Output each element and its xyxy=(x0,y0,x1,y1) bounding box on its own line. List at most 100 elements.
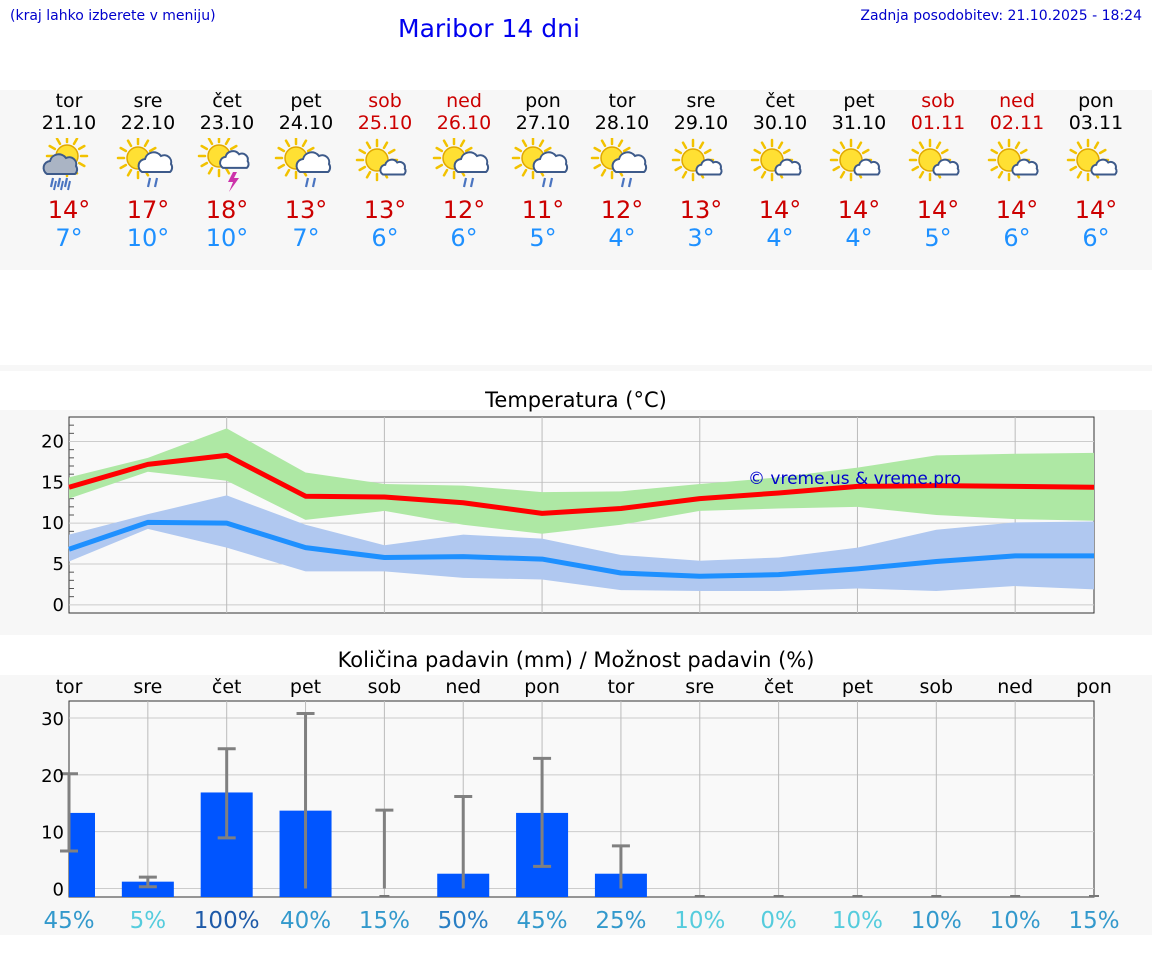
day-name: pon xyxy=(525,90,561,112)
x-tick-label: pet xyxy=(842,676,873,698)
min-temp-band xyxy=(69,495,1094,591)
precip-probability: 10% xyxy=(911,908,962,934)
day-date: 23.10 xyxy=(199,112,255,134)
high-temp: 14° xyxy=(837,196,881,224)
y-tick-label: 20 xyxy=(41,432,64,453)
low-temp: 10° xyxy=(205,224,249,252)
high-temp: 12° xyxy=(442,196,486,224)
day-date: 30.10 xyxy=(752,112,808,134)
high-temp: 14° xyxy=(47,196,91,224)
forecast-band xyxy=(0,90,1152,270)
day-name: tor xyxy=(608,90,636,112)
precipitation-chart-title: Količina padavin (mm) / Možnost padavin … xyxy=(337,648,815,672)
precip-probability: 100% xyxy=(194,908,260,934)
precip-probability: 25% xyxy=(595,908,646,934)
day-column: čet 30.10 14° 4° xyxy=(740,90,820,252)
day-date: 26.10 xyxy=(436,112,492,134)
high-temp: 14° xyxy=(916,196,960,224)
max-temp-band xyxy=(69,428,1094,534)
x-tick-label: tor xyxy=(607,676,634,698)
sun-thunderstorm-icon xyxy=(197,134,250,192)
y-tick-label: 20 xyxy=(41,766,64,787)
low-temp: 6° xyxy=(1082,224,1110,252)
x-tick-label: ned xyxy=(997,676,1033,698)
day-name: pet xyxy=(290,90,322,112)
low-temp: 7° xyxy=(292,224,320,252)
low-temp: 7° xyxy=(55,224,83,252)
precip-probability: 5% xyxy=(130,908,167,934)
day-date: 02.11 xyxy=(989,112,1045,134)
day-name: tor xyxy=(55,90,83,112)
day-column: ned 26.10 12° 6° xyxy=(424,90,504,252)
day-column: tor 21.10 14° 7° xyxy=(29,90,109,252)
day-name: ned xyxy=(446,90,482,112)
high-temp: 14° xyxy=(758,196,802,224)
day-name: sre xyxy=(133,90,163,112)
x-tick-label: ned xyxy=(445,676,481,698)
day-column: pon 27.10 11° 5° xyxy=(503,90,583,252)
y-tick-label: 10 xyxy=(41,823,64,844)
separator-band xyxy=(0,365,1152,371)
sun-cloud-rain-icon xyxy=(116,136,174,188)
y-tick-label: 5 xyxy=(53,554,64,575)
high-temp: 11° xyxy=(521,196,565,224)
sun-cloud-rain-icon xyxy=(432,136,490,188)
low-temp: 6° xyxy=(1003,224,1031,252)
day-date: 28.10 xyxy=(594,112,650,134)
low-temp: 5° xyxy=(529,224,557,252)
high-temp: 13° xyxy=(679,196,723,224)
sun-small-cloud-icon xyxy=(908,138,960,182)
day-column: pet 31.10 14° 4° xyxy=(819,90,899,252)
day-name: sob xyxy=(368,90,402,112)
low-temp: 4° xyxy=(766,224,794,252)
low-temp: 10° xyxy=(126,224,170,252)
day-date: 01.11 xyxy=(910,112,966,134)
precip-probability: 50% xyxy=(438,908,489,934)
precip-probability: 15% xyxy=(1068,908,1119,934)
y-tick-label: 15 xyxy=(41,472,64,493)
x-tick-label: sre xyxy=(685,676,714,698)
x-tick-label: pet xyxy=(290,676,321,698)
low-temp: 4° xyxy=(845,224,873,252)
day-name: pon xyxy=(1078,90,1114,112)
day-column: sob 25.10 13° 6° xyxy=(345,90,425,252)
sun-cloud-rain-icon xyxy=(511,136,569,188)
sun-small-cloud-icon xyxy=(671,138,723,182)
day-column: sob 01.11 14° 5° xyxy=(898,90,978,252)
day-date: 31.10 xyxy=(831,112,887,134)
max-temp-line xyxy=(68,452,1095,516)
high-temp: 13° xyxy=(284,196,328,224)
precip-probability: 0% xyxy=(760,908,797,934)
high-temp: 18° xyxy=(205,196,249,224)
sun-small-cloud-icon xyxy=(987,138,1039,182)
x-tick-label: tor xyxy=(56,676,83,698)
low-temp: 5° xyxy=(924,224,952,252)
sun-small-cloud-icon xyxy=(1066,138,1118,182)
y-tick-label: 30 xyxy=(41,709,64,730)
last-updated: Zadnja posodobitev: 21.10.2025 - 18:24 xyxy=(860,8,1142,24)
sun-rain-heavy-icon xyxy=(42,134,89,191)
day-name: sob xyxy=(921,90,955,112)
precip-probability: 40% xyxy=(280,908,331,934)
sun-small-cloud-icon xyxy=(355,138,407,182)
high-temp: 17° xyxy=(126,196,170,224)
low-temp: 3° xyxy=(687,224,715,252)
temperature-chart-title: Temperatura (°C) xyxy=(485,388,667,412)
day-column: ned 02.11 14° 6° xyxy=(977,90,1057,252)
x-tick-label: pon xyxy=(524,676,560,698)
day-column: sre 22.10 17° 10° xyxy=(108,90,188,252)
x-tick-label: pon xyxy=(1076,676,1112,698)
day-date: 29.10 xyxy=(673,112,729,134)
high-temp: 12° xyxy=(600,196,644,224)
x-tick-label: sre xyxy=(133,676,162,698)
day-name: sre xyxy=(686,90,716,112)
precip-probability: 15% xyxy=(359,908,410,934)
day-name: ned xyxy=(999,90,1035,112)
precip-probability: 45% xyxy=(517,908,568,934)
precip-bar xyxy=(121,881,174,897)
day-date: 03.11 xyxy=(1068,112,1124,134)
sun-cloud-rain-icon xyxy=(590,136,648,188)
watermark: © vreme.us & vreme.pro xyxy=(748,469,961,489)
day-column: pon 03.11 14° 6° xyxy=(1056,90,1136,252)
location-hint: (kraj lahko izberete v meniju) xyxy=(10,8,216,24)
